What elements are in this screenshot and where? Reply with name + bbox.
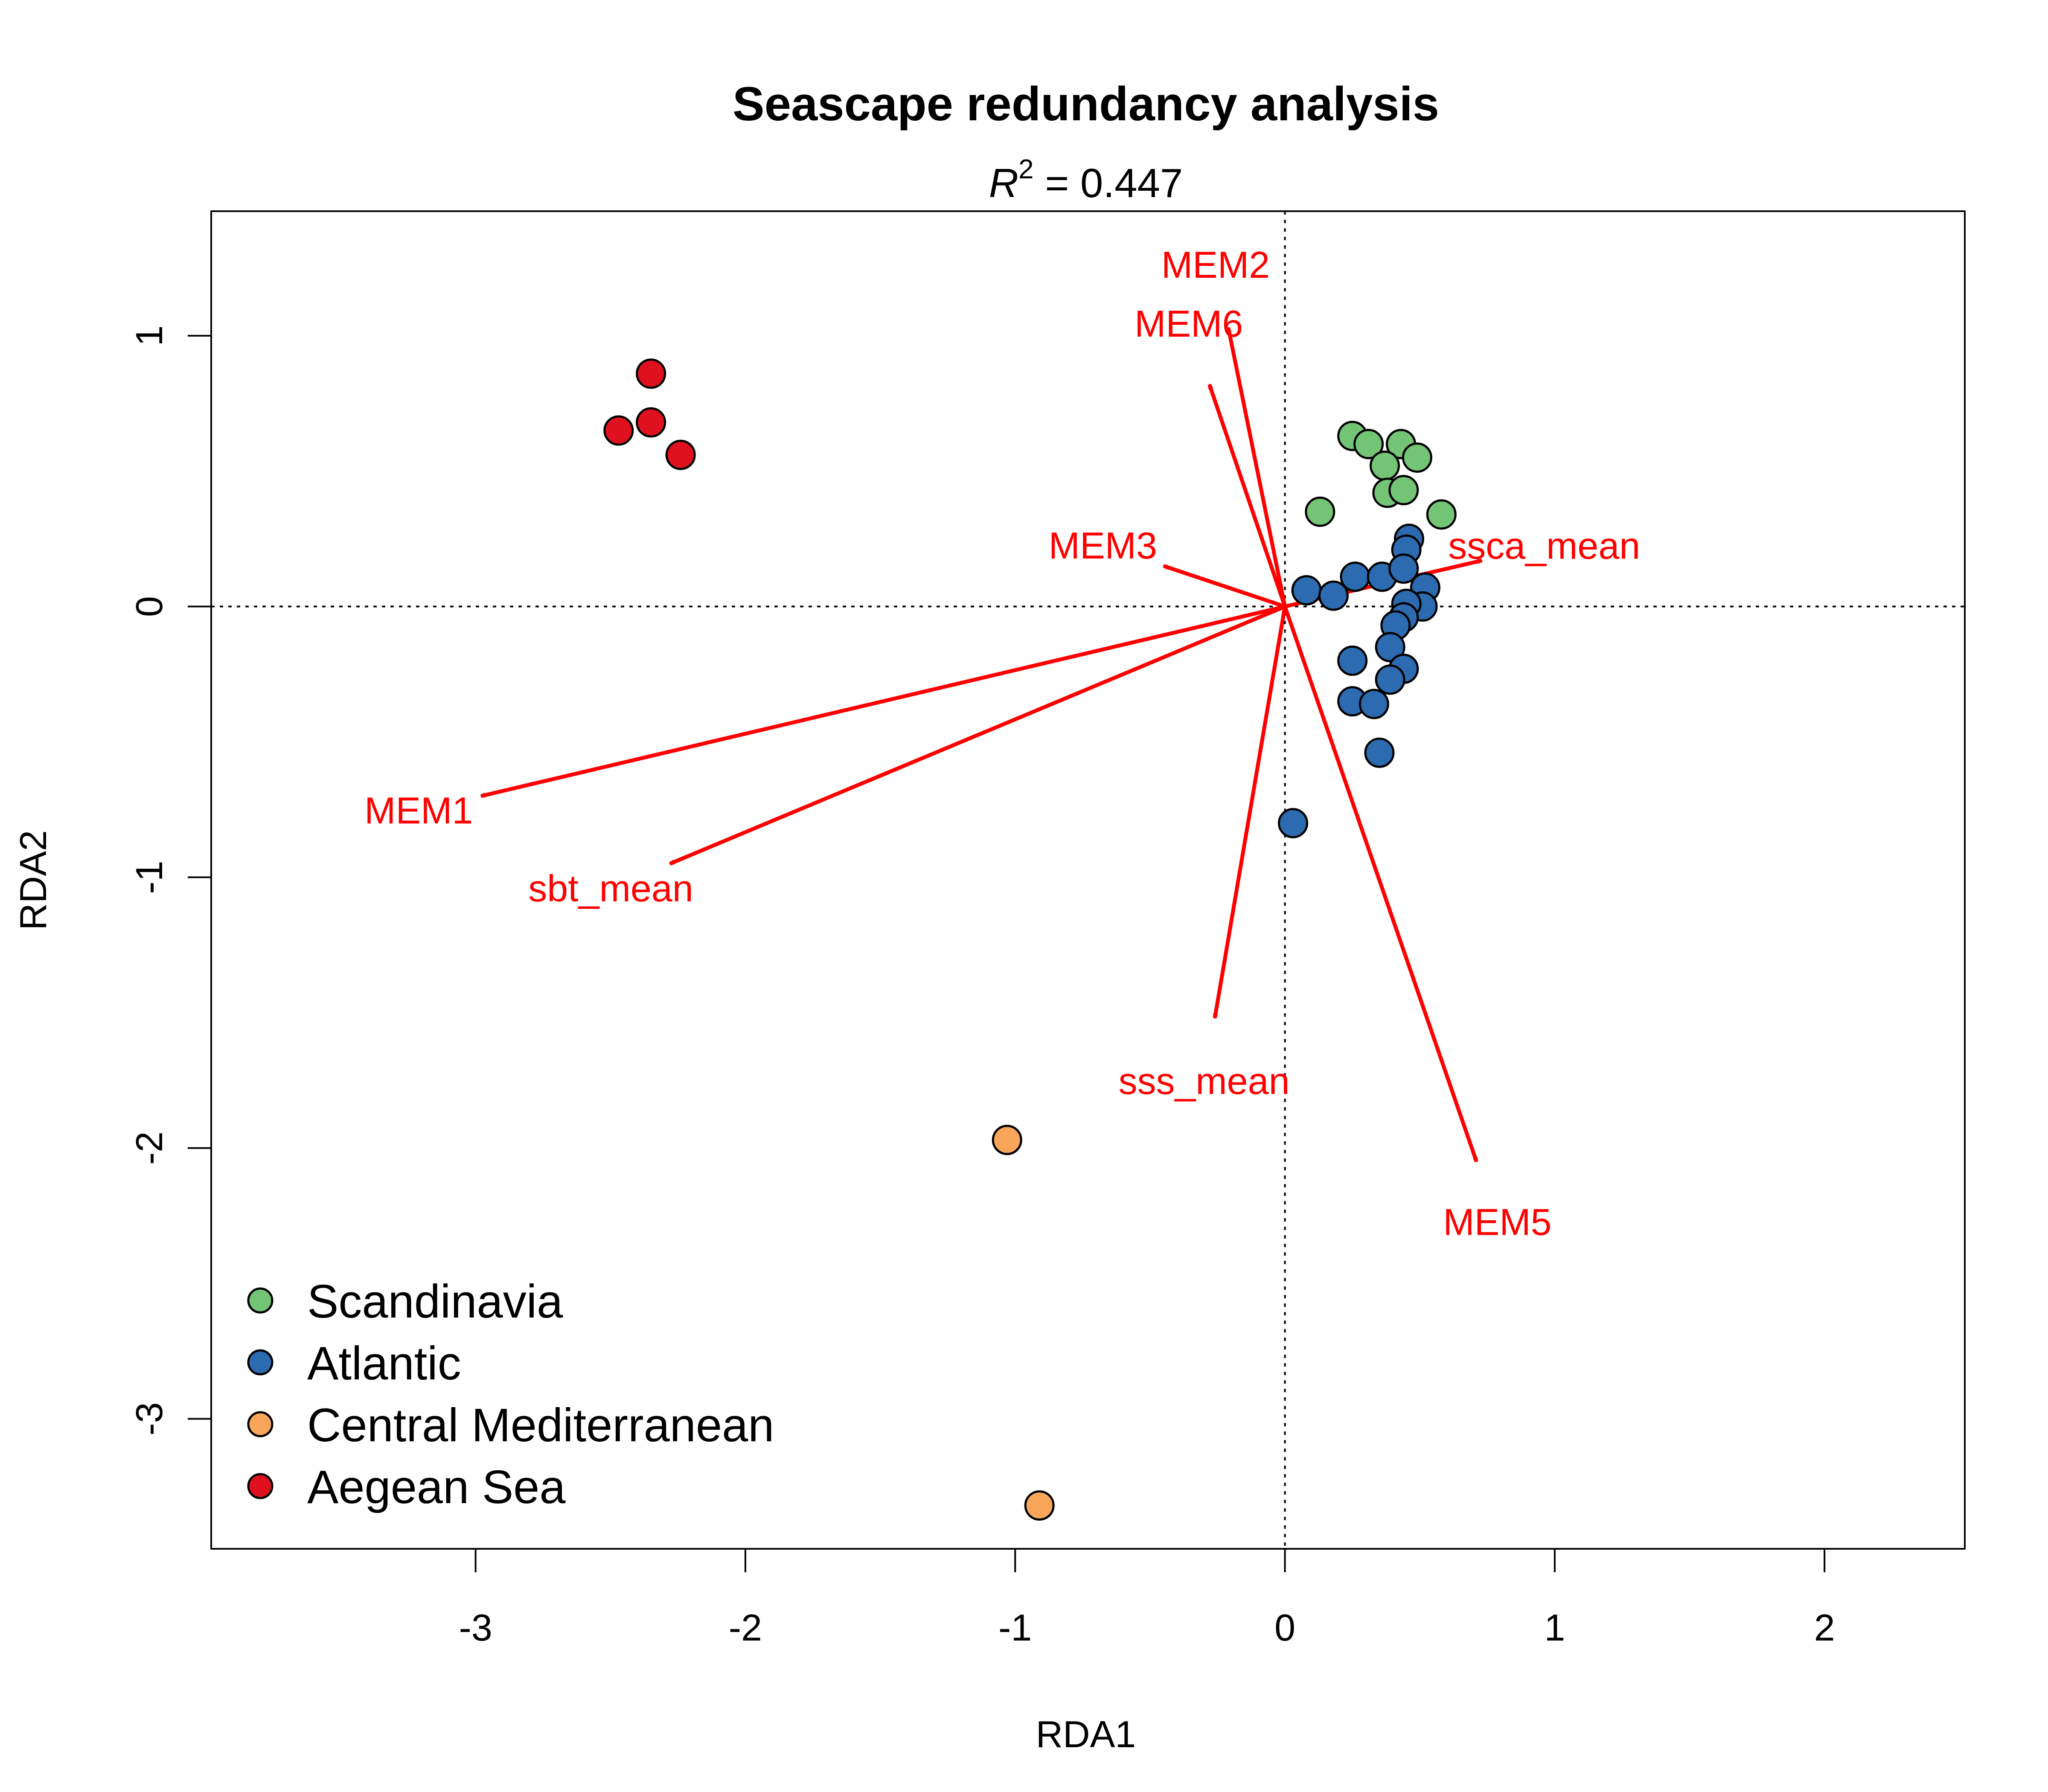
point-atlantic (1337, 645, 1368, 676)
chart-subtitle: R2 = 0.447 (989, 154, 1183, 206)
arrow-label-sss-mean: sss_mean (1118, 1060, 1289, 1102)
y-tick-label: 0 (128, 596, 170, 617)
legend-marker-scandinavia (247, 1287, 273, 1314)
legend-marker-atlantic (247, 1349, 273, 1376)
legend-label-scandinavia: Scandinavia (307, 1275, 563, 1328)
x-tick-label: -1 (998, 1606, 1032, 1649)
arrow-label-mem1: MEM1 (364, 789, 473, 832)
arrow-mem1 (481, 605, 1286, 798)
x-tick-label: -3 (459, 1606, 492, 1649)
legend: Scandinavia Atlantic Central Mediterranean… (247, 1275, 774, 1513)
point-aegean-sea (603, 415, 634, 446)
point-atlantic (1340, 561, 1370, 592)
arrow-mem5 (1283, 606, 1478, 1162)
point-atlantic (1364, 737, 1395, 768)
legend-label-central-mediterranean: Central Mediterranean (307, 1399, 774, 1452)
arrow-sbt-mean (670, 605, 1286, 866)
x-tick-label: -2 (729, 1606, 762, 1649)
point-scandinavia (1305, 496, 1335, 527)
point-central-mediterranean (992, 1125, 1022, 1155)
x-tick-label: 1 (1544, 1606, 1565, 1649)
point-aegean-sea (636, 358, 666, 389)
point-scandinavia (1426, 499, 1457, 530)
point-aegean-sea (665, 439, 696, 470)
point-scandinavia (1353, 429, 1384, 460)
point-atlantic (1375, 664, 1405, 695)
legend-label-atlantic: Atlantic (307, 1337, 461, 1390)
arrow-sss-mean (1215, 606, 1287, 1018)
point-scandinavia (1370, 451, 1400, 481)
point-atlantic (1291, 575, 1322, 605)
point-atlantic (1278, 808, 1309, 838)
point-scandinavia (1402, 442, 1432, 473)
y-tick-label: 1 (128, 325, 170, 346)
y-tick-label: -2 (128, 1132, 170, 1165)
arrow-label-mem5: MEM5 (1443, 1201, 1551, 1243)
point-scandinavia (1388, 475, 1419, 506)
point-atlantic (1318, 580, 1349, 611)
plot-frame (210, 210, 1966, 1550)
arrow-label-mem2: MEM2 (1161, 244, 1270, 286)
chart-title: Seascape redundancy analysis (733, 77, 1439, 131)
point-atlantic (1388, 553, 1419, 584)
plot-area: MEM2 MEM6 MEM3 ssca_mean MEM1 sbt_mean sss_mea… (211, 211, 1965, 1549)
y-tick-label: -1 (128, 861, 170, 894)
y-axis-label: RDA2 (12, 830, 54, 931)
legend-label-aegean-sea: Aegean Sea (307, 1461, 566, 1513)
arrow-mem2 (1226, 328, 1287, 607)
x-tick-label: 2 (1814, 1606, 1835, 1649)
x-axis-label: RDA1 (1036, 1713, 1136, 1755)
arrow-label-sbt-mean: sbt_mean (528, 867, 693, 909)
legend-marker-aegean-sea (247, 1473, 273, 1499)
r-squared-value: = 0.447 (1034, 160, 1183, 206)
arrow-mem3 (1164, 564, 1286, 608)
x-tick-label: 0 (1274, 1606, 1295, 1649)
r-squared-symbol: R (989, 160, 1018, 206)
point-central-mediterranean (1024, 1490, 1055, 1521)
y-tick-label: -3 (128, 1402, 170, 1435)
r-squared-exponent: 2 (1018, 154, 1034, 184)
point-aegean-sea (636, 407, 666, 438)
arrow-label-mem6: MEM6 (1135, 303, 1243, 345)
point-atlantic (1375, 632, 1405, 663)
arrow-mem6 (1207, 384, 1287, 607)
legend-marker-central-mediterranean (247, 1411, 273, 1437)
arrow-label-mem3: MEM3 (1049, 524, 1157, 567)
point-atlantic (1359, 689, 1389, 719)
arrow-label-ssca-mean: ssca_mean (1448, 525, 1640, 567)
